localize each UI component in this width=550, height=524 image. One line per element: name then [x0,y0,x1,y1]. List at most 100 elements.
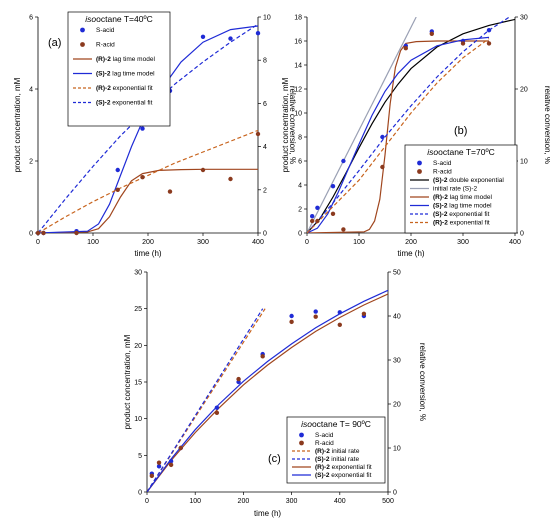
panel-a-y2-tick-label: 6 [263,101,267,108]
panel-a-legend-entry-label: S-acid [96,27,115,34]
panel-a-data-point [140,126,145,131]
panel-b-data-point [330,184,336,189]
panel-b-x-tick-label: 300 [457,239,469,246]
panel-a-legend-title-rest: octane T=40ºC [96,14,153,24]
panel-a-data-point [255,131,261,137]
panel-b-y2-tick-label: 0 [520,231,524,238]
panel-a-x-tick-label: 300 [197,239,209,246]
panel-b-legend-entry-bold: (R)-2 [433,194,448,201]
panel-c-data-point [236,376,241,382]
panel-a-legend-entry-text: S-acid [96,27,115,34]
panel-a-legend-entry-label: (S)-2 lag time model [96,71,155,78]
panel-a-label: (a) [48,37,61,49]
panel-a-y2-axis-label: relative conversion, % [288,86,297,164]
panel-c-chart: 0 100 200 300 400 50005101520253001020304050t… [123,270,427,519]
panel-c-series-line [147,308,264,492]
panel-b-data-point [403,46,408,51]
panel-c-y-tick-label: 0 [138,490,142,497]
panel-b-chart: 0 100 200 300 4000246810121416180102030time … [281,15,550,259]
panel-b-legend-entry-label: (S)-2 double exponential [433,177,504,184]
panel-b-y2-axis-label: relative conversion, % [543,86,550,164]
panel-b-y2-tick-label: 10 [520,159,528,166]
panel-a-series-line [38,129,258,233]
panel-b-legend-entry-text: lag time model [448,194,493,201]
panel-a-legend-entry-label: (R)-2 exponential fit [96,85,153,92]
panel-a-y-tick-label: 6 [29,15,33,22]
panel-a-data-point [228,176,233,182]
panel-c-legend-entry-text: exponential fit [329,472,371,479]
panel-b-series-line [307,40,489,233]
panel-b-legend-title: isooctane T=70ºC [427,147,494,157]
panel-c-y2-tick-label: 20 [393,402,401,409]
panel-c-data-point [156,464,162,469]
panel-c-series-line [147,289,388,492]
panel-c-y2-tick-label: 40 [393,314,401,321]
panel-c-y-tick-label: 10 [134,416,142,423]
panel-c-data-point [214,405,220,410]
panel-b-data-point [341,158,346,164]
panel-b-y-tick-label: 10 [294,111,302,118]
panel-c-data-point [313,314,318,319]
panel-a-y2-tick-label: 10 [263,15,271,22]
panel-b-legend-entry-bold: (S)-2 [433,203,448,210]
panel-b-data-point [310,214,315,219]
panel-b-data-point [341,227,346,232]
panel-c-data-point [260,354,265,359]
panel-c-data-point [168,459,174,464]
panel-b-legend-entry-label: (R)-2 exponential fit [433,220,490,227]
panel-c-y-tick-label: 15 [134,380,142,387]
panel-c-legend-entry-bold: (S)-2 [315,456,330,463]
panel-c-y2-tick-label: 30 [393,358,401,365]
panel-a-legend-entry-text: R-acid [96,42,115,49]
panel-c-legend-entry-label: (S)-2 initial rate [315,456,359,463]
panel-a-data-point [35,230,41,236]
panel-c-legend-entry-text: initial rate [329,456,359,463]
panel-c-legend-title-rest: octane T= 90ºC [312,419,371,429]
panel-b-y-tick-label: 2 [298,207,302,214]
panel-b-y-tick-label: 4 [298,183,302,190]
panel-b-y-tick-label: 18 [294,15,302,22]
panel-a-legend-entry-label: R-acid [96,42,115,49]
panel-b-x-tick-label: 0 [305,239,309,246]
panel-c-data-point [289,319,294,325]
panel-b-y-tick-label: 0 [298,231,302,238]
panel-b-y-tick-label: 14 [294,63,302,70]
panel-a-x-axis-label: time (h) [134,249,161,258]
panel-b-y-tick-label: 8 [298,135,302,142]
panel-b-legend-entry-text: S-acid [433,160,452,167]
panel-b-y-axis-label: product concentration, mM [281,77,290,172]
panel-a-legend-entry-label: (S)-2 exponential fit [96,100,153,107]
panel-a-legend-entry-bold: (S)-2 [96,100,111,107]
panel-a-data-point [200,167,206,173]
panel-b-y2-tick-label: 30 [520,15,528,22]
panel-a-y-axis-label: product concentration, mM [13,77,22,172]
panel-c-y-tick-label: 20 [134,343,142,350]
panel-b-legend-entry-text: exponential fit [447,211,489,218]
panel-b-legend-entry-label: initial rate (S)-2 [433,186,477,193]
panel-a-y-tick-label: 4 [29,87,33,94]
panel-a-data-point [228,36,233,41]
panel-b-legend-entry-bold: (S)-2 [433,211,448,218]
panel-c-legend-point-swatch [299,432,304,438]
panel-c-legend-entry-bold: (S)-2 [315,472,330,479]
panel-c-x-tick-label: 0 [145,498,149,505]
panel-b-data-point [380,134,385,140]
panel-a-legend-box [67,11,171,127]
panel-a-data-point [167,189,173,194]
panel-c-legend-entry-label: (R)-2 exponential fit [315,464,372,471]
panel-c-x-tick-label: 100 [189,498,201,505]
panel-b-y2-tick-label: 20 [520,87,528,94]
panel-a-data-point [140,175,145,180]
panel-b-data-point [310,218,315,224]
panel-c-legend-entry-label: (S)-2 exponential fit [315,472,372,479]
panel-c-x-tick-label: 500 [382,498,394,505]
panel-a-y2-tick-label: 8 [263,58,267,65]
panel-b-legend-entry-text: initial rate (S)-2 [433,186,477,193]
panel-b-legend-entry-bold: (S)-2 [433,177,448,184]
panel-a-legend-point-swatch [80,27,85,33]
panel-b-legend-entry-bold: (R)-2 [433,220,448,227]
panel-c-y-tick-label: 30 [134,270,142,277]
panel-b-y-tick-label: 16 [294,39,302,46]
panel-b-legend-entry-label: S-acid [433,160,452,167]
